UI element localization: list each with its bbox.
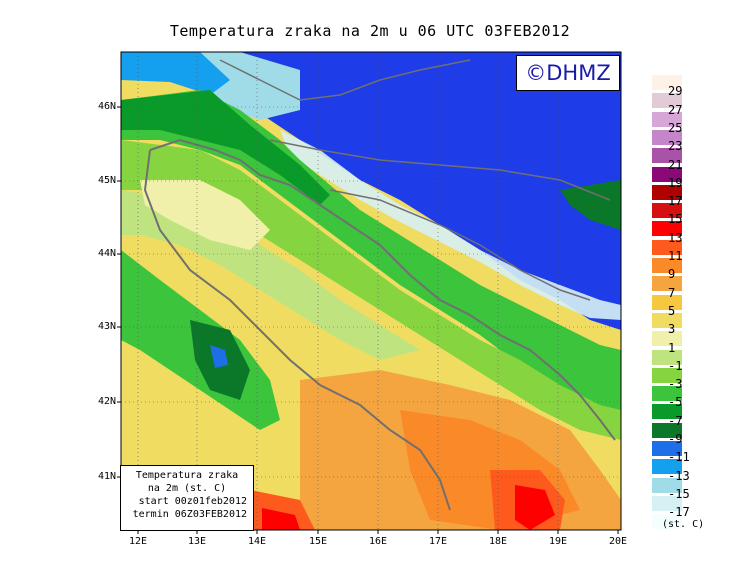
legend-swatch [652,477,682,493]
lon-label-12e: 12E [128,536,148,547]
lon-label-16e: 16E [368,536,388,547]
italy-coast [143,149,451,511]
legend-label: -17 [668,505,690,520]
legend-swatch [652,129,682,145]
legend-label: 7 [668,285,676,300]
legend-label: 23 [668,139,683,154]
legend-swatch [652,294,682,310]
legend-label: -3 [668,377,683,392]
legend-swatch [652,441,682,456]
sw-deep-red [262,508,300,530]
info-line-2: na 2m (st. C) [147,483,227,494]
lon-label-18e: 18E [488,536,508,547]
legend-swatch [652,166,682,182]
lon-label-19e: 19E [548,536,568,547]
legend-swatch [652,258,682,273]
lat-label-42n: 42N [97,396,116,407]
legend-swatch [652,386,682,402]
dark-green-east [560,180,621,230]
legend-label: 29 [668,84,683,99]
legend-swatch [652,459,682,475]
legend-swatch [652,93,682,109]
legend-swatch [652,148,682,164]
legend-label: 13 [668,230,683,245]
legend-label: 1 [668,340,676,355]
legend-label: -13 [668,468,690,483]
green-north-area [121,90,621,420]
info-line-4: termin 06Z03FEB2012 [132,509,247,520]
legend-label: 9 [668,267,676,282]
legend-label: -1 [668,358,683,373]
blue-band [121,52,230,95]
legend-label: 5 [668,303,676,318]
lon-label-14e: 14E [247,536,267,547]
lat-label-43n: 43N [97,321,116,332]
red-patch [515,485,555,530]
legend-unit: (st. C) [662,519,705,530]
legend-label: -15 [668,486,690,501]
lon-label-20e: 20E [608,536,628,547]
legend-swatch [652,203,682,219]
border-lines [219,59,611,301]
legend-swatch [652,111,682,127]
legend-swatch [652,75,682,90]
legend-swatch [652,312,682,328]
lon-label-15e: 15E [308,536,328,547]
map-frame [120,51,622,531]
legend-label: -7 [668,413,683,428]
info-line-3: start 00z01feb2012 [138,496,247,507]
legend-swatch [652,184,682,200]
lon-label-13e: 13E [187,536,207,547]
lat-label-44n: 44N [97,248,116,259]
legend-swatch [652,221,682,237]
legend-swatch [652,367,682,383]
lon-label-17e: 17E [428,536,448,547]
dhmz-logo: ©DHMZ [516,55,620,91]
legend-swatch [652,514,682,530]
info-line-1: Temperatura zraka [135,470,239,481]
lat-label-46n: 46N [97,101,116,112]
map-title: Temperatura zraka na 2m u 06 UTC 03FEB20… [169,22,571,40]
legend-label: 25 [668,120,683,135]
legend-swatch [652,349,682,365]
coastline [149,138,616,441]
pale-yellow-area [140,180,270,250]
legend-swatch [652,239,682,255]
lat-label-45n: 45N [97,175,116,186]
legend-label: 11 [668,249,683,263]
legend-label: 3 [668,322,676,337]
map-ticks [117,106,619,534]
legend-label: 27 [668,102,683,117]
graticule [121,52,621,530]
legend-swatch [652,495,682,511]
legend-swatch [652,404,682,420]
legend-label: -11 [668,450,690,465]
legend-swatch [652,422,682,438]
legend-label: 15 [668,212,683,227]
lat-label-41n: 41N [97,471,116,482]
dark-green-band [121,90,330,205]
legend-label: 21 [668,157,683,172]
legend-label: 17 [668,194,683,209]
legend-label: 19 [668,175,683,190]
legend-swatch [652,276,682,292]
legend-swatch [652,331,682,347]
legend-label: -5 [668,395,683,410]
info-box: Temperatura zraka na 2m (st. C) start 00… [120,465,254,531]
italy-blue-patch [210,345,228,368]
legend-label: -9 [668,432,683,446]
